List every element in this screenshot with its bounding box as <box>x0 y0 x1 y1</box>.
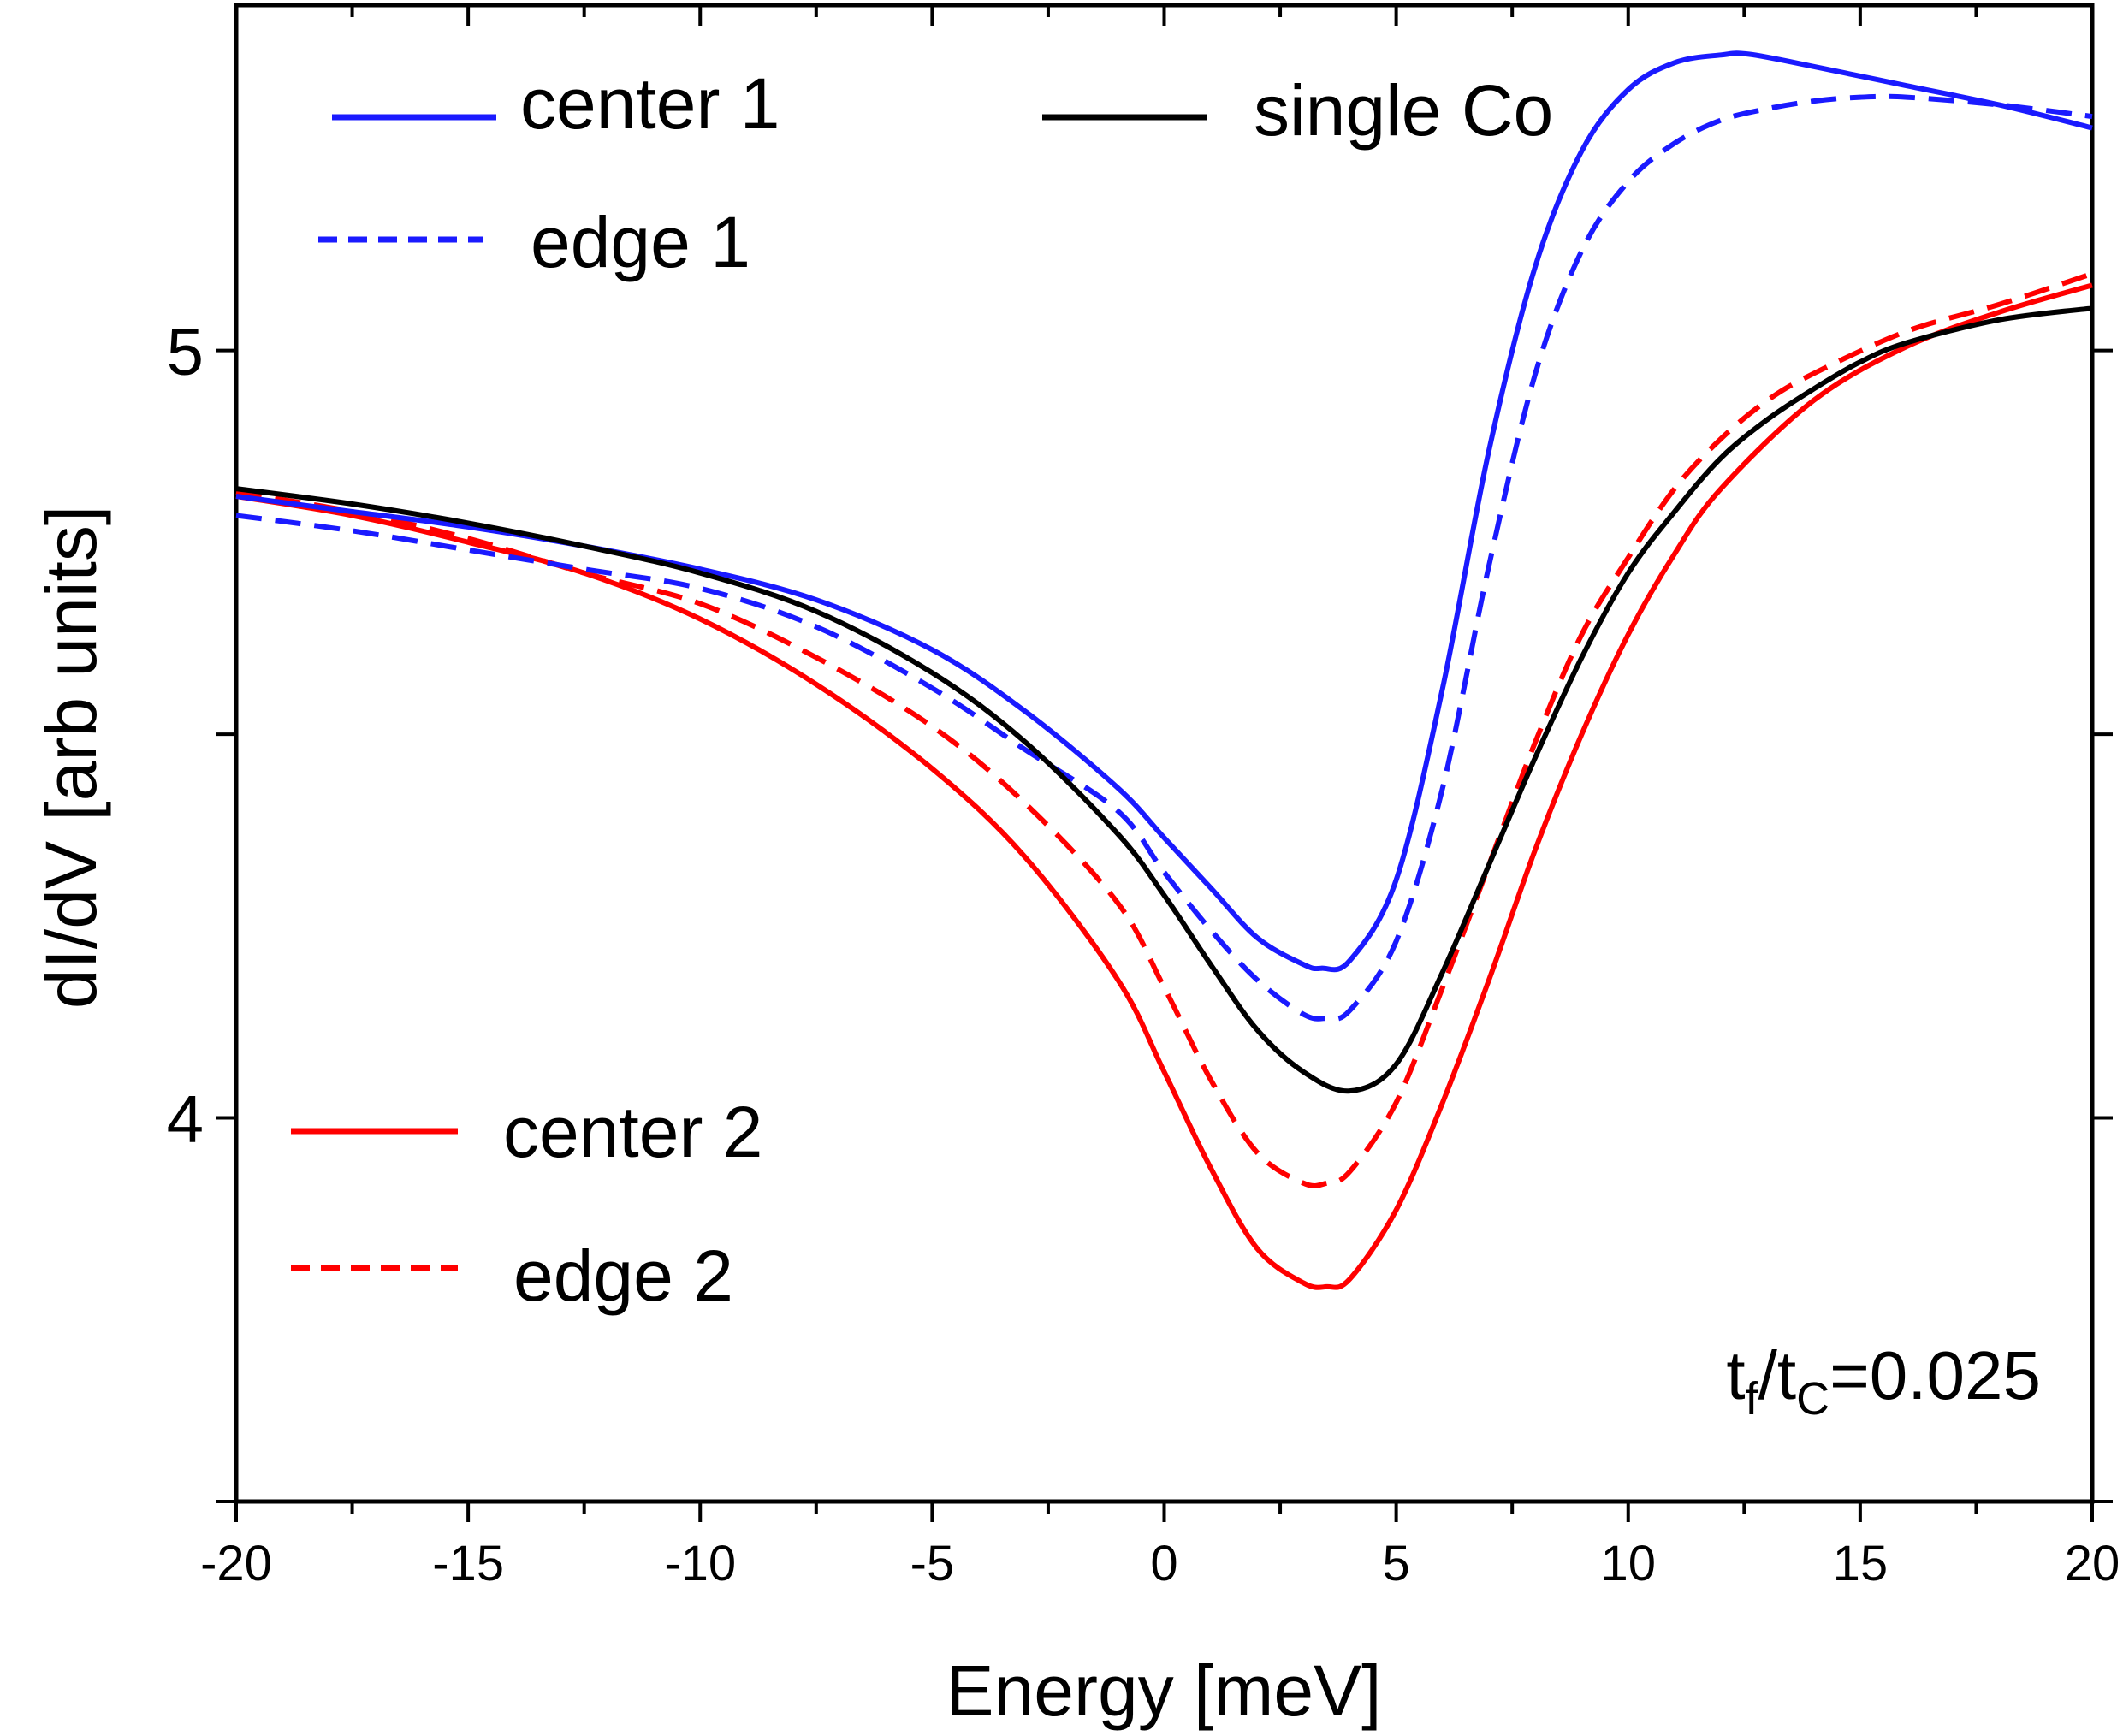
x-tick-label: -5 <box>910 1536 955 1591</box>
legend-entry-edge-1: edge 1 <box>318 202 750 282</box>
series-line-center-1 <box>235 50 2093 973</box>
y-ticks: 45 <box>167 314 2113 1503</box>
legend-label-edge-1: edge 1 <box>531 202 750 282</box>
series-line-center-2 <box>235 282 2093 1290</box>
series-line-single-co <box>235 305 2093 1094</box>
legend-label-edge-2: edge 2 <box>513 1235 733 1316</box>
series-line-edge-2 <box>235 271 2093 1189</box>
legend-label-single-co: single Co <box>1254 70 1553 151</box>
y-tick-label: 4 <box>167 1081 204 1157</box>
x-tick-label: 15 <box>1833 1536 1889 1591</box>
x-tick-label: 5 <box>1382 1536 1409 1591</box>
legend-entry-center-2: center 2 <box>291 1092 763 1172</box>
legend-label-center-2: center 2 <box>503 1092 763 1172</box>
x-tick-label: -10 <box>664 1536 736 1591</box>
x-tick-label: 0 <box>1150 1536 1177 1591</box>
ratio-annotation: tf/tC=0.025 <box>1726 1337 2041 1425</box>
x-ticks: -20 -15 -10 -5 0 5 10 15 20 <box>200 5 2120 1591</box>
y-tick-label: 5 <box>167 314 204 389</box>
y-axis-title: dI/dV [arb units] <box>31 506 111 1009</box>
x-tick-label: -15 <box>432 1536 504 1591</box>
legend-entry-edge-2: edge 2 <box>291 1235 733 1316</box>
x-tick-label: 20 <box>2065 1536 2120 1591</box>
x-tick-label: -20 <box>200 1536 272 1591</box>
legend: center 1 edge 1 single Co center 2 edge … <box>291 63 1553 1316</box>
series-line-edge-1 <box>235 93 2093 1022</box>
legend-entry-center-1: center 1 <box>332 63 780 144</box>
x-axis-title: Energy [meV] <box>946 1650 1382 1731</box>
legend-entry-single-co: single Co <box>1042 70 1553 151</box>
series-layer <box>235 50 2093 1290</box>
legend-label-center-1: center 1 <box>520 63 780 144</box>
x-tick-label: 10 <box>1600 1536 1656 1591</box>
